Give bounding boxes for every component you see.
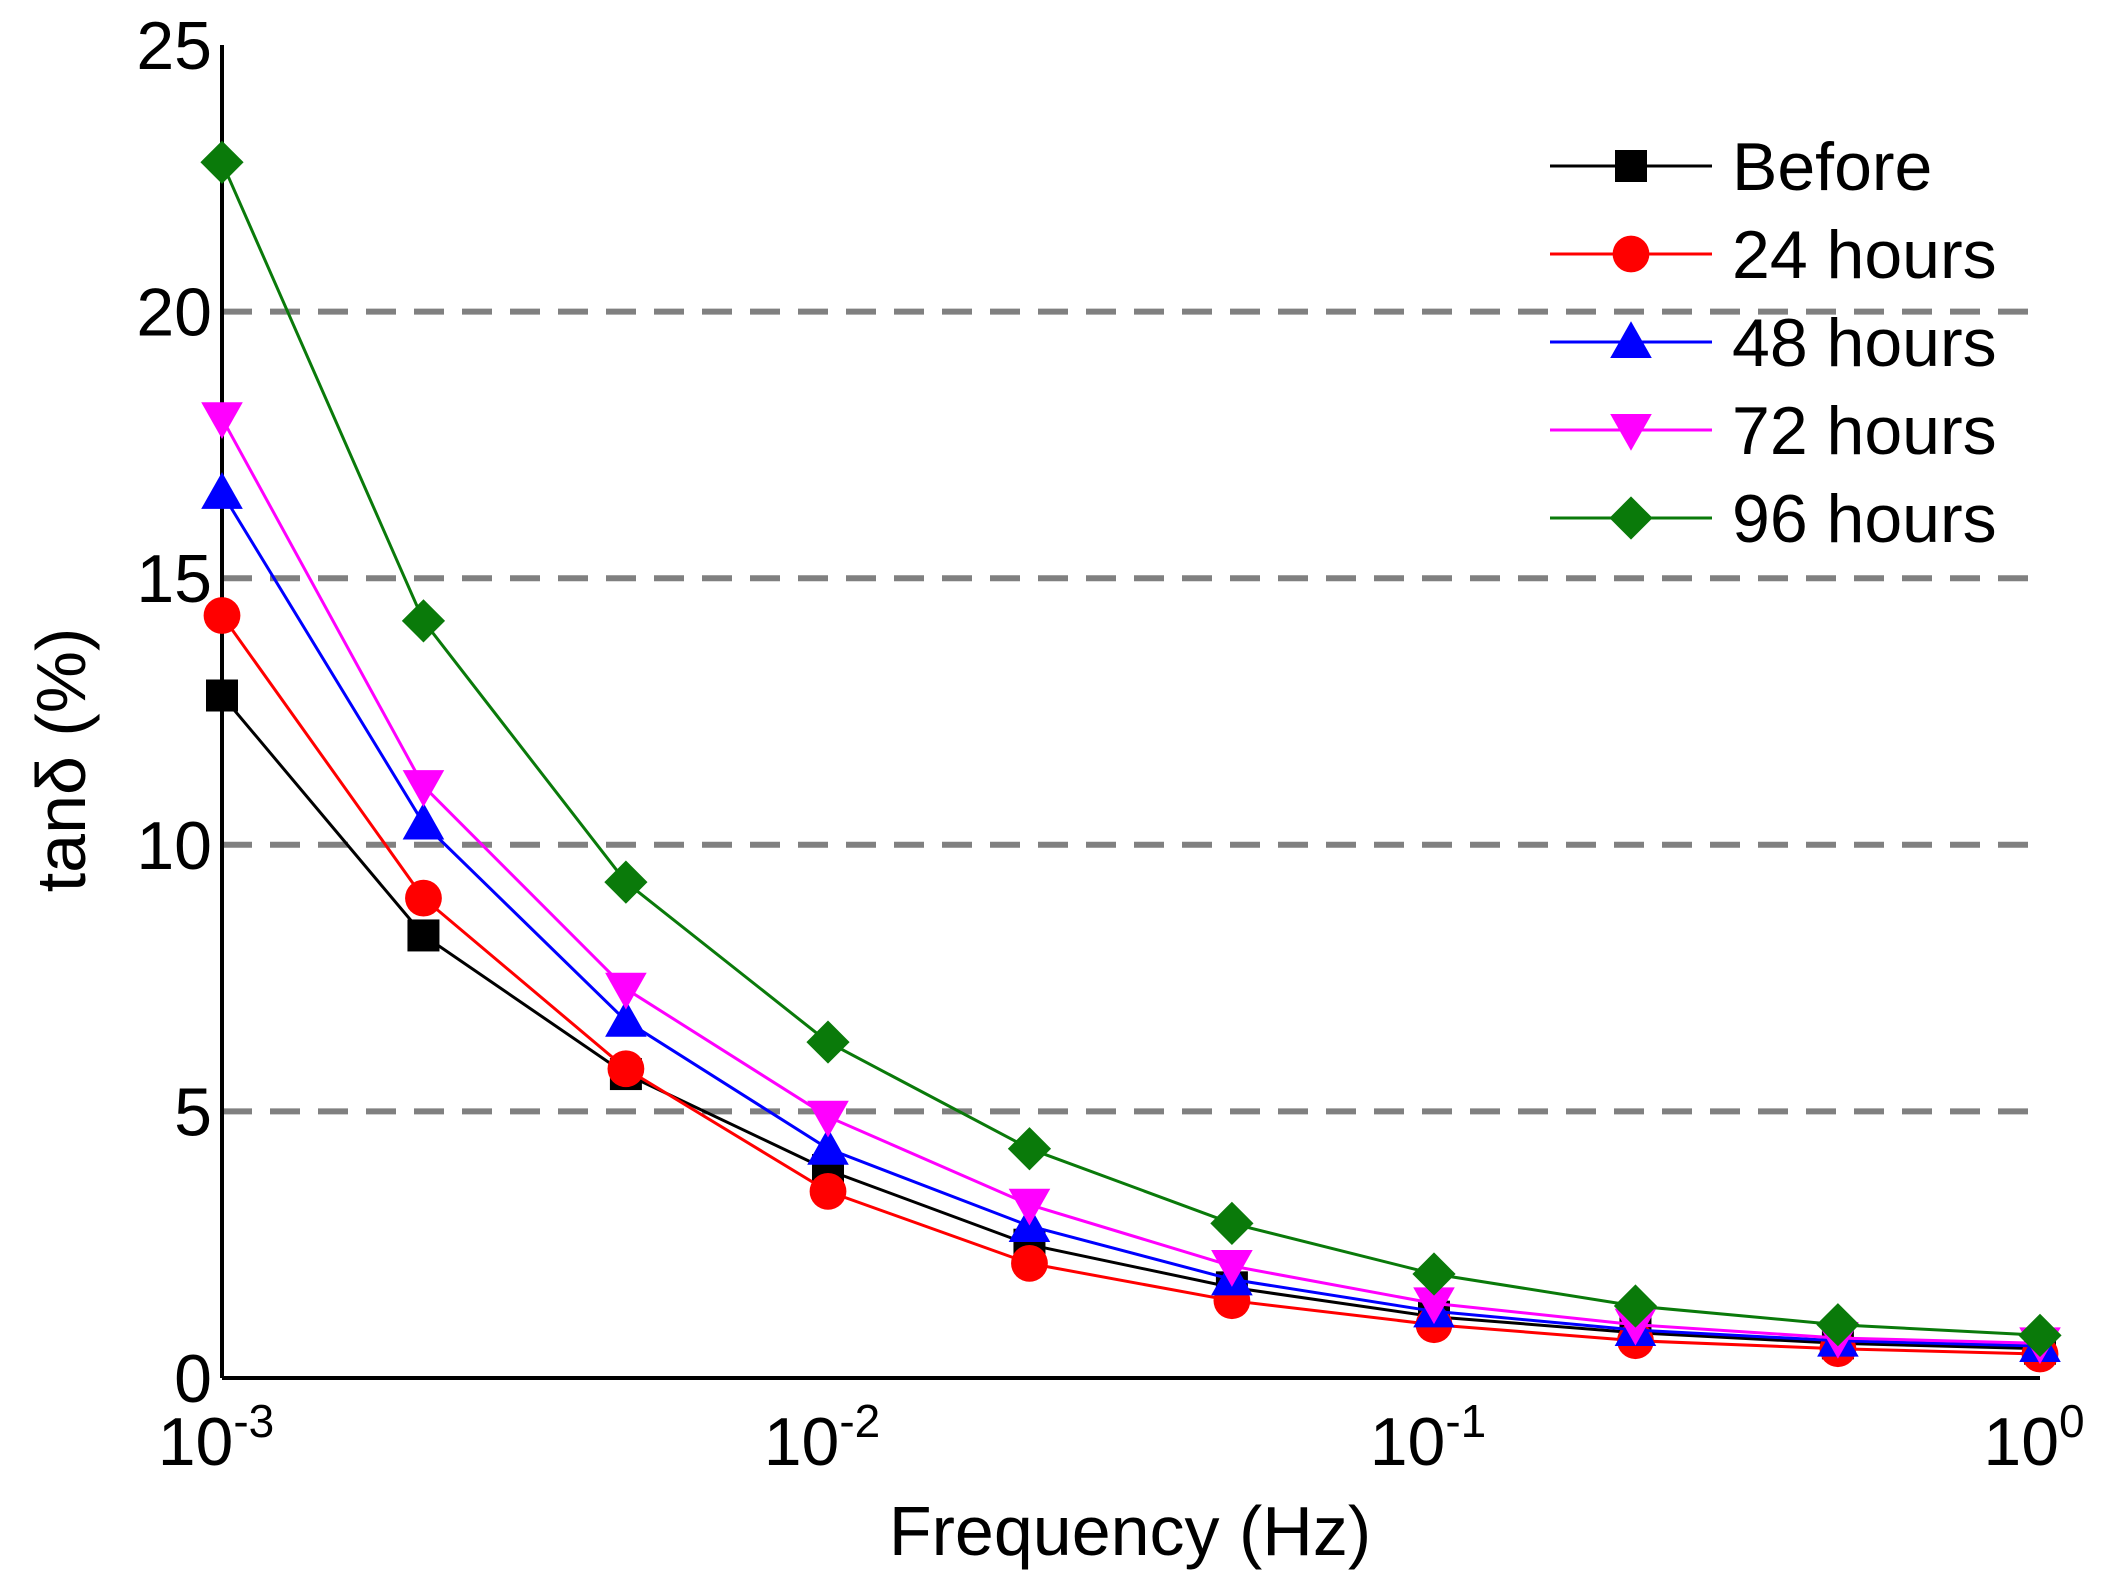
y-tick-label: 5 bbox=[174, 1074, 212, 1150]
y-tick-label: 20 bbox=[136, 275, 212, 351]
legend-label: 48 hours bbox=[1732, 305, 1997, 381]
legend-item: 96 hours bbox=[1550, 481, 1997, 557]
y-tick-labels: 0 5 10 15 20 25 bbox=[136, 8, 212, 1417]
x-tick-base: 10 bbox=[1370, 1404, 1446, 1480]
x-tick-exponent: -1 bbox=[1445, 1395, 1486, 1447]
x-tick-exponent: -2 bbox=[839, 1395, 880, 1447]
data-point bbox=[605, 999, 647, 1037]
x-tick-base: 10 bbox=[764, 1404, 840, 1480]
y-tick-label: 15 bbox=[136, 541, 212, 617]
data-point bbox=[1615, 150, 1647, 182]
legend-item: 48 hours bbox=[1550, 305, 1997, 381]
x-tick-exponent: 0 bbox=[2059, 1395, 2085, 1447]
data-point bbox=[806, 1020, 850, 1064]
x-tick-base: 10 bbox=[158, 1404, 234, 1480]
series-before bbox=[206, 679, 2056, 1365]
data-point bbox=[1211, 1250, 1253, 1287]
gridlines bbox=[222, 308, 2040, 1115]
y-tick-label: 25 bbox=[136, 8, 212, 84]
data-point bbox=[809, 1172, 847, 1210]
series-line bbox=[220, 161, 2041, 1337]
data-point bbox=[203, 597, 241, 634]
data-point bbox=[407, 919, 440, 952]
legend-label: Before bbox=[1732, 129, 1932, 205]
x-tick-base: 10 bbox=[1983, 1404, 2059, 1480]
series-line bbox=[220, 492, 2041, 1348]
data-point bbox=[605, 972, 647, 1010]
series-line bbox=[220, 694, 2041, 1351]
data-point bbox=[1610, 321, 1652, 358]
data-point bbox=[604, 860, 648, 904]
legend-label: 96 hours bbox=[1732, 481, 1997, 557]
x-tick-label: 10-1 bbox=[1370, 1395, 1487, 1480]
legend-item: 72 hours bbox=[1550, 393, 1997, 469]
x-tick-labels: 10-3 10-2 10-1 100 bbox=[158, 1395, 2085, 1480]
y-axis-label: tanδ (%) bbox=[22, 628, 100, 893]
data-point bbox=[1008, 1188, 1051, 1226]
x-axis-label: Frequency (Hz) bbox=[889, 1492, 1371, 1570]
legend: Before 24 hours 48 hours 72 hours 96 hours bbox=[1550, 129, 1997, 557]
series-line bbox=[220, 417, 2041, 1345]
data-point bbox=[807, 1100, 849, 1138]
data-point bbox=[1610, 414, 1652, 451]
x-tick-label: 10-3 bbox=[158, 1395, 275, 1480]
data-point bbox=[1612, 235, 1650, 273]
x-tick-label: 10-2 bbox=[764, 1395, 881, 1480]
data-point bbox=[2018, 1313, 2062, 1357]
data-point bbox=[200, 140, 244, 184]
data-point bbox=[1007, 1127, 1052, 1171]
legend-item: Before bbox=[1550, 129, 1932, 205]
data-point bbox=[1412, 1252, 1456, 1296]
data-point bbox=[1011, 1244, 1048, 1282]
data-point bbox=[1816, 1303, 1860, 1347]
data-point bbox=[1609, 496, 1653, 540]
series-line bbox=[220, 614, 2041, 1356]
legend-label: 72 hours bbox=[1732, 393, 1997, 469]
data-series bbox=[200, 140, 2062, 1373]
data-point bbox=[1413, 1287, 1455, 1325]
data-point bbox=[201, 472, 243, 509]
y-tick-label: 0 bbox=[174, 1341, 212, 1417]
data-point bbox=[1613, 1284, 1658, 1328]
x-tick-label: 100 bbox=[1983, 1395, 2084, 1480]
data-point bbox=[1210, 1201, 1254, 1245]
y-tick-label: 10 bbox=[136, 808, 212, 884]
data-point bbox=[405, 879, 442, 917]
data-point bbox=[201, 402, 243, 440]
series-24-hours bbox=[203, 597, 2059, 1373]
data-point bbox=[402, 770, 445, 807]
legend-label: 24 hours bbox=[1732, 217, 1997, 293]
data-point bbox=[402, 802, 445, 840]
data-point bbox=[206, 679, 238, 712]
series-48-hours bbox=[201, 472, 2061, 1363]
data-point bbox=[807, 1127, 849, 1165]
legend-item: 24 hours bbox=[1550, 217, 1997, 293]
data-point bbox=[401, 599, 446, 643]
series-96-hours bbox=[200, 140, 2062, 1357]
x-tick-exponent: -3 bbox=[233, 1395, 274, 1447]
data-point bbox=[607, 1050, 645, 1088]
